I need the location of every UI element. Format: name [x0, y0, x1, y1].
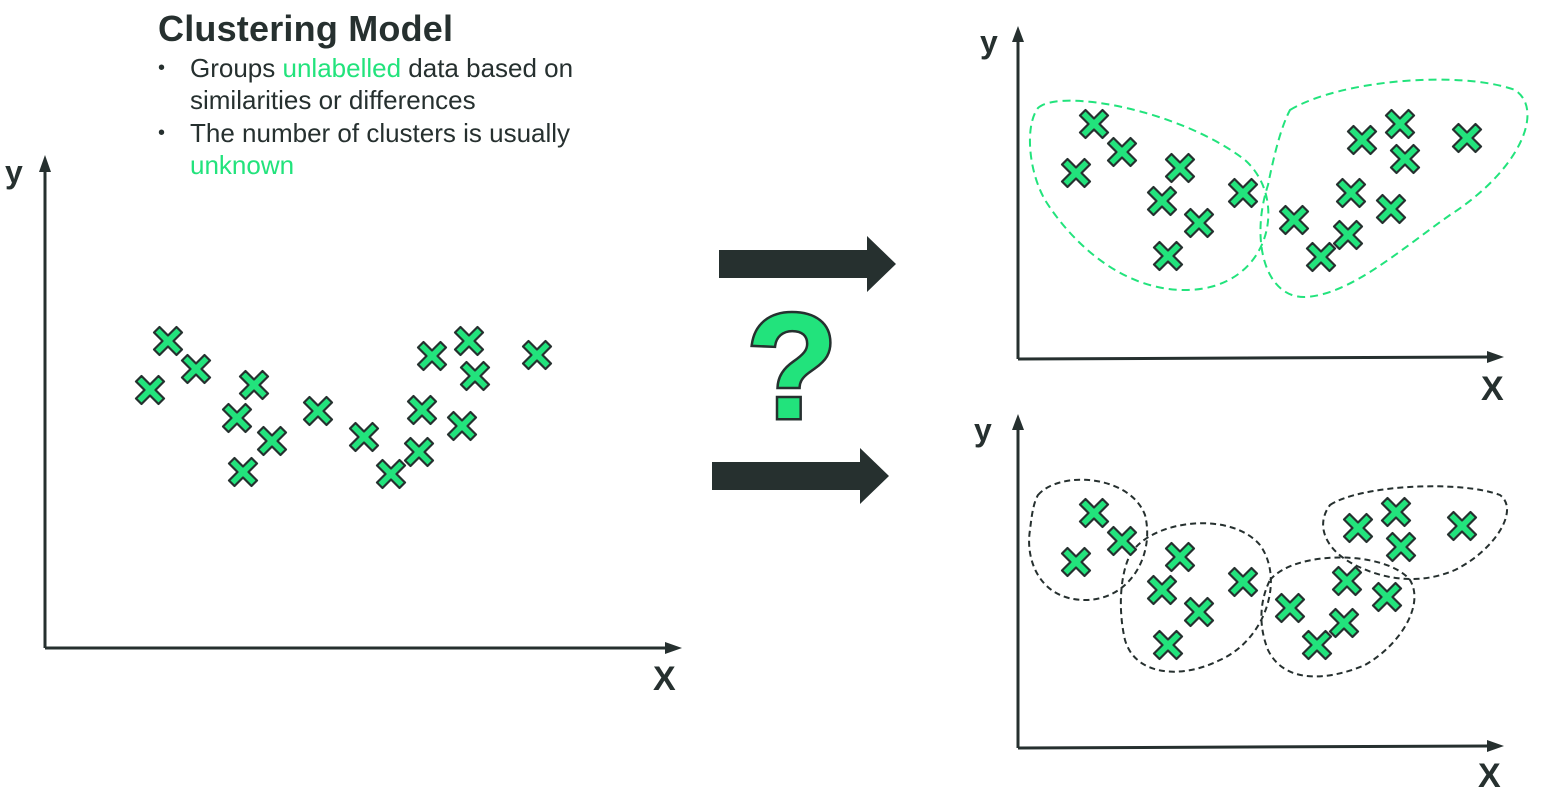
- cross-marker-icon: [180, 353, 212, 385]
- y-axis-arrowhead: [39, 155, 51, 172]
- cross-marker-icon: [1078, 497, 1110, 529]
- cross-marker-icon: [1183, 596, 1215, 628]
- cross-marker-icon: [1389, 143, 1421, 175]
- cross-marker-icon: [1274, 592, 1306, 624]
- cross-marker-icon: [1278, 204, 1310, 236]
- cross-marker-icon: [221, 402, 253, 434]
- cross-marker-icon: [1380, 496, 1412, 528]
- bullet-text: data based on similarities or difference…: [190, 53, 574, 115]
- bullet-text: Groups: [190, 53, 283, 83]
- bullet-dot: •: [158, 122, 166, 144]
- question-mark-icon: ?: [746, 282, 838, 450]
- cross-marker-icon: [446, 410, 478, 442]
- cross-marker-icon: [134, 374, 166, 406]
- cross-marker-icon: [1106, 525, 1138, 557]
- cross-marker-icon: [1060, 546, 1092, 578]
- cross-marker-icon: [1375, 193, 1407, 225]
- cross-marker-icon: [1146, 185, 1178, 217]
- cross-marker-icon: [1335, 177, 1367, 209]
- cross-marker-icon: [256, 425, 288, 457]
- cross-marker-icon: [1227, 566, 1259, 598]
- bullet-highlight: unlabelled: [282, 53, 402, 83]
- cross-marker-icon: [1227, 177, 1259, 209]
- cross-marker-icon: [1342, 512, 1374, 544]
- y-axis-label: y: [974, 412, 992, 448]
- cross-marker-icon: [1152, 240, 1184, 272]
- cross-marker-icon: [1301, 629, 1333, 661]
- cross-marker-icon: [1060, 157, 1092, 189]
- cross-marker-icon: [403, 436, 435, 468]
- x-axis-label: X: [1478, 757, 1501, 795]
- cross-marker-icon: [1164, 541, 1196, 573]
- cross-marker-icon: [1385, 531, 1417, 563]
- cross-marker-icon: [152, 325, 184, 357]
- cross-marker-icon: [227, 456, 259, 488]
- cross-marker-icon: [453, 325, 485, 357]
- cross-marker-icon: [1446, 510, 1478, 542]
- cross-marker-icon: [1078, 108, 1110, 140]
- cross-marker-icon: [1146, 574, 1178, 606]
- y-axis-label: y: [5, 154, 23, 190]
- bullet-item-2: • The number of clusters is usually unkn…: [158, 117, 628, 181]
- cluster-outline: [1119, 522, 1272, 673]
- x-axis-arrowhead: [1487, 351, 1504, 363]
- cross-marker-icon: [459, 360, 491, 392]
- bullet-highlight: unknown: [190, 150, 295, 180]
- top-right-plot: y X: [980, 24, 1529, 408]
- x-axis: [1017, 355, 1491, 361]
- bottom-right-plot: y X: [974, 412, 1508, 795]
- bullet-item-1: • Groups unlabelled data based on simila…: [158, 52, 628, 116]
- cross-marker-icon: [1332, 219, 1364, 251]
- cross-marker-icon: [348, 421, 380, 453]
- data-points: [1060, 108, 1483, 273]
- y-axis-label: y: [980, 24, 998, 60]
- bullet-list: • Groups unlabelled data based on simila…: [158, 52, 628, 182]
- cross-marker-icon: [238, 369, 270, 401]
- bullet-text: The number of clusters is usually: [190, 118, 571, 148]
- cross-marker-icon: [416, 340, 448, 372]
- cross-marker-icon: [1384, 108, 1416, 140]
- cross-marker-icon: [1164, 152, 1196, 184]
- cross-marker-icon: [1328, 607, 1360, 639]
- cluster-outline: [1028, 478, 1149, 602]
- cross-marker-icon: [1346, 124, 1378, 156]
- cross-marker-icon: [1305, 241, 1337, 273]
- x-axis-arrowhead: [665, 642, 682, 654]
- x-axis-label: X: [1481, 370, 1504, 408]
- data-points: [134, 325, 553, 490]
- cluster-outline: [1322, 485, 1508, 580]
- cluster-outline: [1029, 99, 1270, 292]
- x-axis-label: X: [653, 660, 676, 698]
- cross-marker-icon: [1331, 565, 1363, 597]
- x-axis: [1017, 744, 1491, 750]
- cross-marker-icon: [375, 458, 407, 490]
- x-axis-arrowhead: [1487, 740, 1504, 752]
- cross-marker-icon: [1106, 136, 1138, 168]
- right-arrow-icon: [719, 236, 896, 292]
- bullet-dot: •: [158, 57, 166, 79]
- cross-marker-icon: [1451, 122, 1483, 154]
- cross-marker-icon: [406, 394, 438, 426]
- cluster-outline: [1259, 78, 1529, 299]
- cross-marker-icon: [302, 395, 334, 427]
- cluster-outline: [1260, 556, 1416, 678]
- right-arrow-icon: [712, 448, 889, 504]
- y-axis-arrowhead: [1012, 414, 1024, 430]
- cross-marker-icon: [1371, 581, 1403, 613]
- left-plot: y X: [5, 154, 682, 698]
- y-axis-arrowhead: [1012, 26, 1024, 42]
- page-title: Clustering Model: [158, 8, 454, 49]
- cross-marker-icon: [1183, 207, 1215, 239]
- cross-marker-icon: [521, 339, 553, 371]
- cross-marker-icon: [1152, 629, 1184, 661]
